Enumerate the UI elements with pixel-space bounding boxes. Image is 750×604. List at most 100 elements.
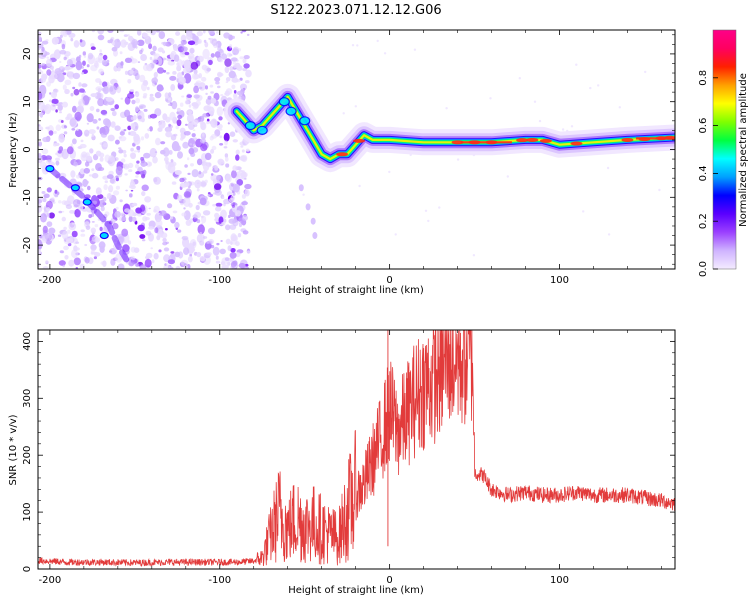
noise-speck bbox=[118, 216, 127, 222]
noise-speck bbox=[68, 259, 75, 267]
noise-speck bbox=[58, 133, 65, 143]
noise-speck bbox=[644, 70, 647, 74]
noise-speck bbox=[135, 91, 138, 94]
noise-speck bbox=[53, 130, 57, 134]
noise-speck bbox=[118, 147, 122, 150]
noise-speck bbox=[58, 210, 63, 214]
noise-speck bbox=[102, 125, 110, 135]
noise-speck bbox=[162, 147, 170, 157]
noise-speck bbox=[218, 128, 223, 131]
noise-speck bbox=[192, 214, 198, 219]
noise-speck bbox=[151, 77, 158, 84]
stray-streak bbox=[298, 184, 304, 192]
noise-speck bbox=[427, 219, 430, 223]
noise-speck bbox=[225, 224, 231, 231]
noise-speck bbox=[191, 102, 198, 107]
noise-speck bbox=[211, 134, 217, 139]
secondary-track-blob bbox=[70, 184, 80, 192]
noise-speck bbox=[128, 261, 135, 266]
noise-speck bbox=[90, 251, 95, 255]
noise-speck bbox=[224, 66, 230, 74]
noise-speck bbox=[224, 140, 228, 146]
noise-speck bbox=[196, 158, 203, 166]
secondary-track bbox=[45, 165, 130, 263]
noise-speck bbox=[220, 94, 224, 97]
noise-speck bbox=[63, 245, 69, 251]
noise-speck bbox=[165, 41, 172, 47]
noise-speck bbox=[119, 131, 125, 136]
noise-speck bbox=[99, 156, 104, 162]
noise-speck bbox=[606, 166, 610, 170]
noise-speck bbox=[91, 221, 95, 223]
noise-speck bbox=[59, 34, 63, 38]
noise-speck bbox=[135, 171, 141, 175]
noise-speck bbox=[190, 163, 194, 167]
noise-speck bbox=[95, 187, 102, 196]
noise-speck bbox=[217, 85, 221, 89]
noise-speck bbox=[61, 200, 67, 205]
noise-speck bbox=[95, 150, 102, 157]
noise-speck bbox=[388, 170, 391, 174]
secondary-track-blob bbox=[82, 198, 92, 206]
noise-speck bbox=[61, 148, 69, 160]
noise-speck bbox=[241, 30, 247, 33]
noise-speck bbox=[246, 250, 251, 254]
noise-speck bbox=[139, 49, 143, 55]
colorbar-tick-label: 0.0 bbox=[698, 261, 709, 277]
colorbar-label: Normalized spectral amplitude bbox=[738, 73, 749, 227]
noise-speck bbox=[229, 44, 233, 49]
noise-speck bbox=[111, 46, 118, 52]
noise-speck bbox=[91, 168, 95, 172]
noise-speck bbox=[236, 179, 244, 186]
noise-speck bbox=[124, 57, 133, 63]
snr-x-tick-label: -200 bbox=[39, 575, 62, 586]
noise-speck bbox=[223, 146, 228, 149]
snr-panel: -200 -100 0 100 0 100 200 300 400 Height of stra… bbox=[8, 329, 676, 596]
noise-speck bbox=[64, 254, 69, 260]
noise-speck bbox=[61, 210, 65, 213]
noise-speck bbox=[223, 32, 231, 39]
noise-speck bbox=[120, 97, 124, 100]
noise-speck bbox=[113, 190, 120, 196]
noise-speck bbox=[62, 84, 67, 91]
noise-speck bbox=[132, 41, 140, 45]
noise-speck bbox=[115, 139, 120, 145]
noise-speck bbox=[128, 35, 134, 42]
noise-speck bbox=[146, 86, 150, 91]
noise-speck bbox=[169, 161, 177, 167]
noise-speck bbox=[137, 115, 142, 120]
hotspot bbox=[526, 137, 539, 142]
noise-speck bbox=[207, 95, 212, 100]
noise-speck bbox=[86, 122, 90, 125]
noise-speck bbox=[80, 139, 84, 143]
noise-speck bbox=[376, 39, 379, 43]
noise-speck bbox=[38, 248, 42, 255]
noise-speck bbox=[172, 71, 177, 75]
noise-speck bbox=[199, 255, 206, 262]
noise-speck bbox=[190, 61, 199, 70]
noise-speck bbox=[149, 56, 153, 61]
noise-speck bbox=[219, 178, 223, 182]
noise-speck bbox=[75, 174, 81, 179]
noise-speck bbox=[118, 30, 125, 33]
noise-speck bbox=[146, 212, 151, 216]
noise-speck bbox=[124, 173, 128, 176]
noise-speck bbox=[38, 262, 41, 267]
noise-speck bbox=[220, 240, 223, 242]
noise-speck bbox=[71, 128, 76, 131]
noise-speck bbox=[135, 207, 143, 214]
noise-speck bbox=[518, 77, 521, 80]
noise-speck bbox=[163, 41, 167, 47]
noise-speck bbox=[55, 152, 58, 156]
noise-speck bbox=[215, 255, 219, 260]
noise-speck bbox=[102, 142, 108, 148]
noise-speck bbox=[194, 37, 198, 44]
noise-speck bbox=[184, 51, 190, 56]
noise-speck bbox=[174, 221, 180, 229]
noise-speck bbox=[114, 125, 121, 131]
noise-speck bbox=[107, 134, 115, 142]
noise-speck bbox=[152, 45, 157, 52]
noise-speck bbox=[113, 38, 121, 49]
noise-speck bbox=[153, 176, 161, 185]
